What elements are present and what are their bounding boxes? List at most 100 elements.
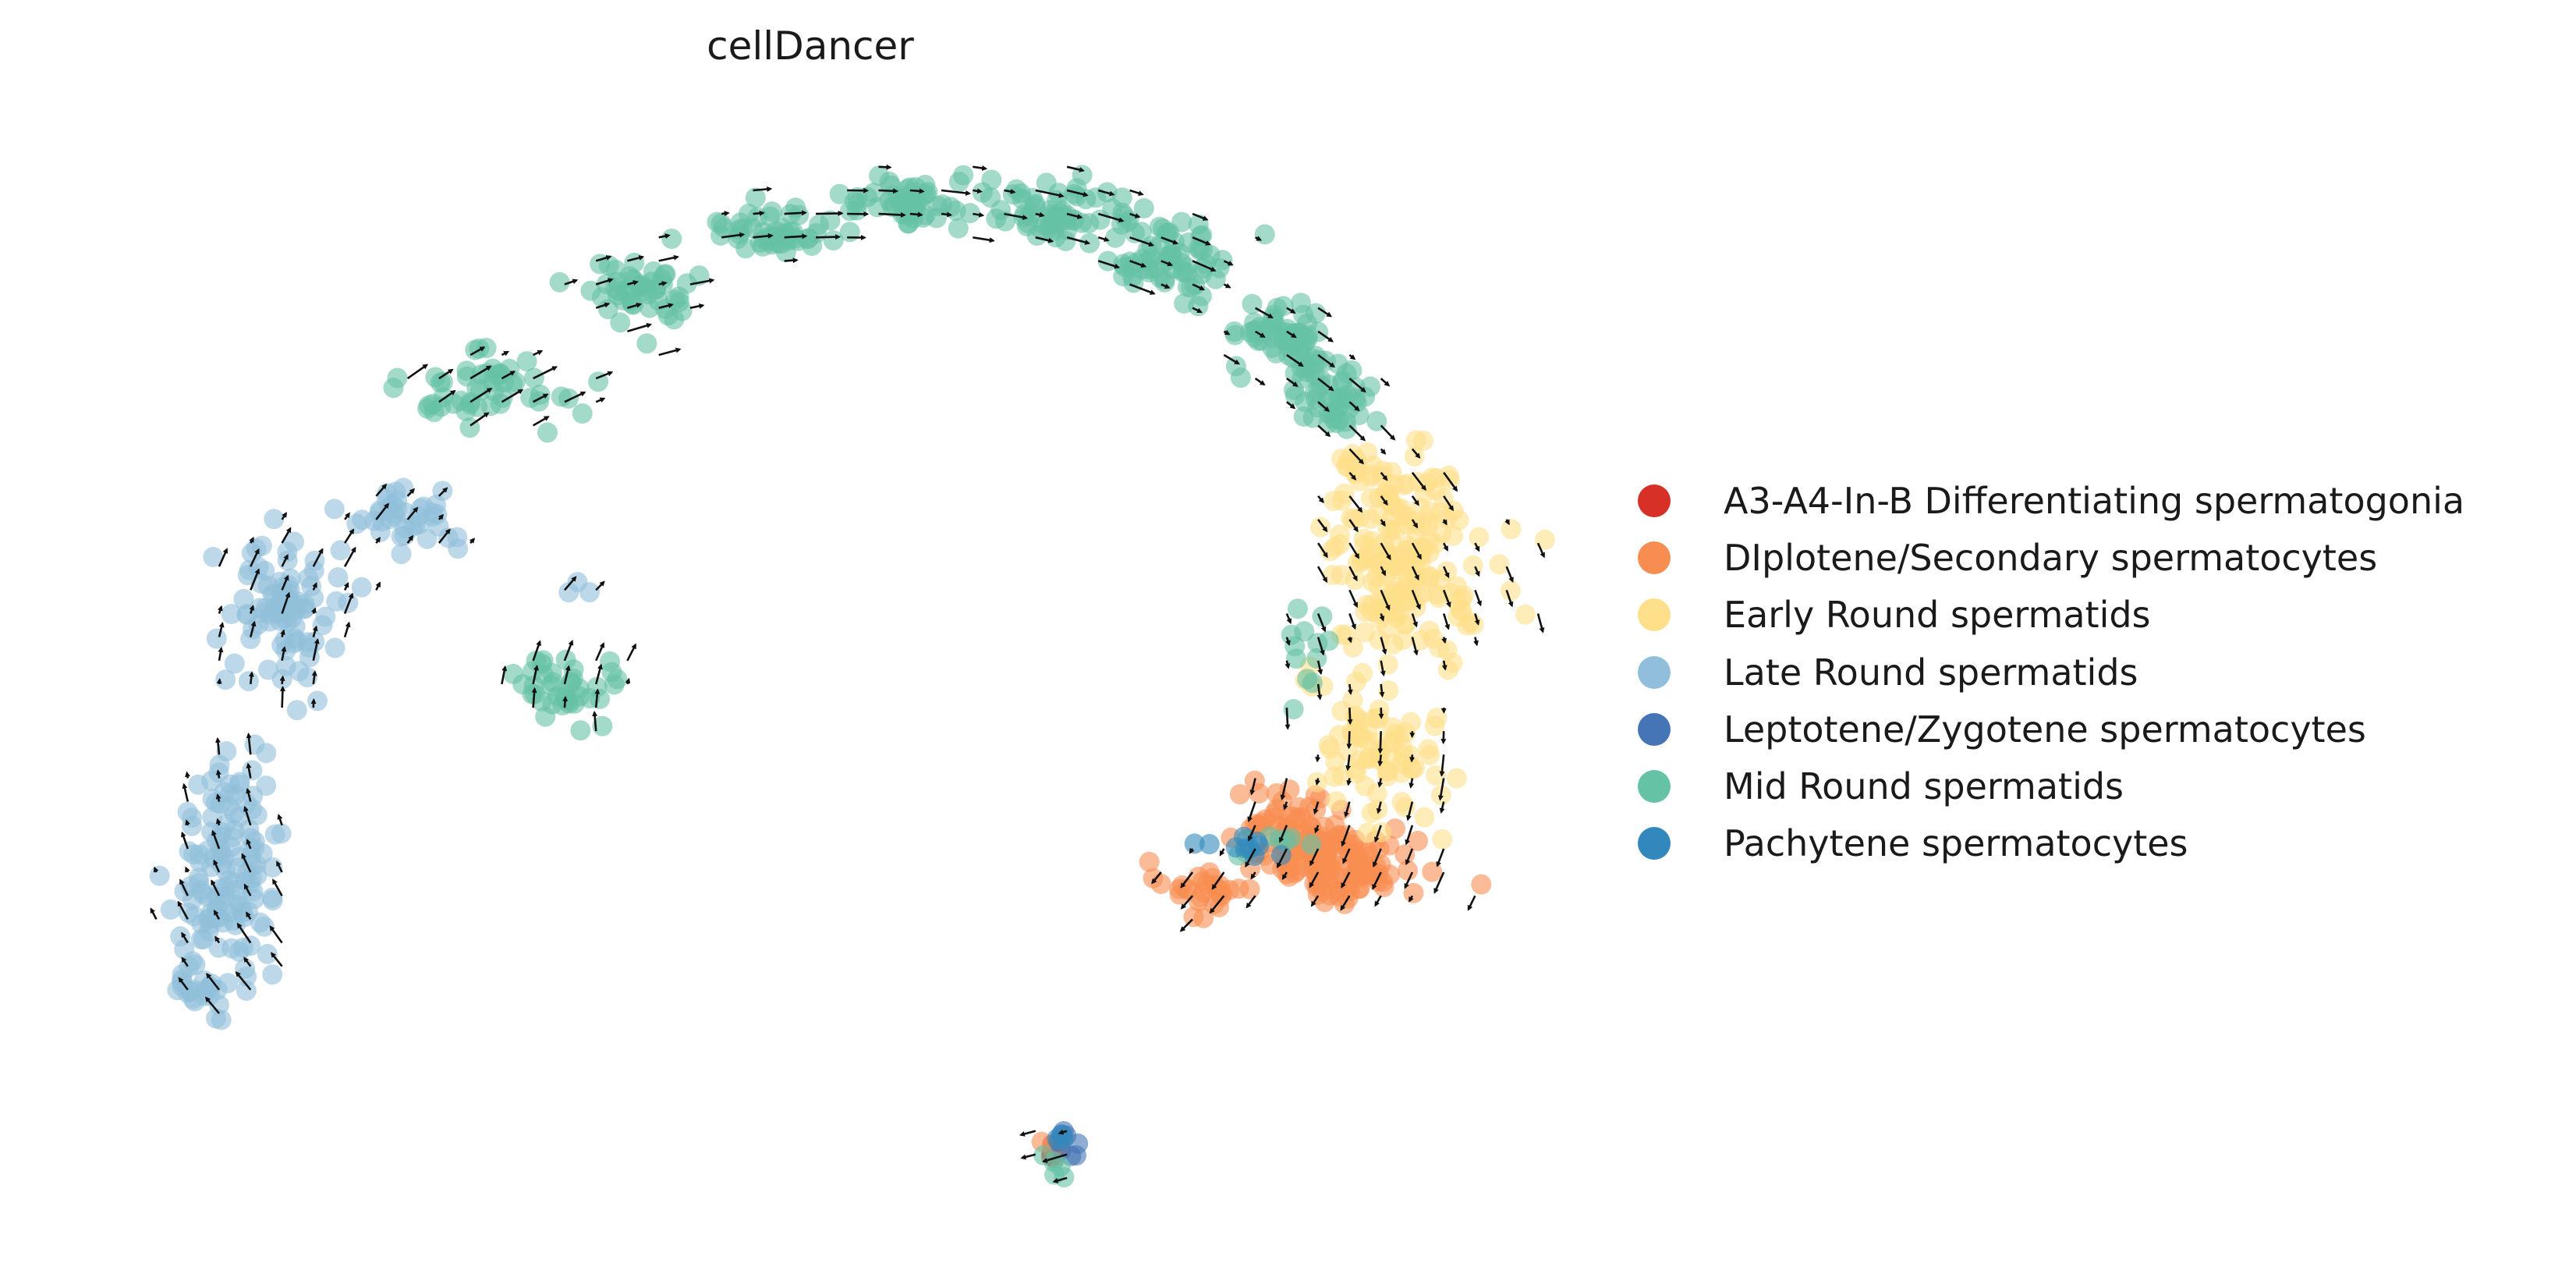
velocity-arrow [1223, 329, 1231, 335]
velocity-arrow [941, 189, 972, 196]
velocity-arrow [1192, 307, 1203, 314]
velocity-arrow [1404, 871, 1414, 889]
velocity-arrow [243, 956, 252, 967]
velocity-arrow [1376, 801, 1382, 814]
velocity-arrow [469, 365, 492, 380]
data-point [214, 887, 236, 908]
velocity-arrow [179, 878, 189, 896]
velocity-arrow [1066, 236, 1091, 245]
velocity-arrow [1247, 801, 1256, 823]
data-point [1283, 699, 1304, 720]
velocity-arrow [182, 782, 190, 802]
velocity-arrow [218, 548, 229, 567]
velocity-arrow [1317, 519, 1328, 533]
data-point [1343, 509, 1364, 530]
data-point [391, 544, 412, 565]
velocity-arrow [532, 640, 541, 662]
data-point [210, 845, 231, 866]
data-point [541, 662, 562, 683]
data-point [1349, 878, 1370, 899]
velocity-arrow [1379, 613, 1385, 622]
velocity-arrow [1441, 660, 1447, 671]
velocity-arrow [1276, 848, 1288, 869]
data-point [1384, 577, 1405, 598]
data-point [1075, 189, 1097, 210]
velocity-arrow [213, 909, 221, 920]
data-point [742, 218, 763, 239]
velocity-arrow [217, 605, 223, 614]
velocity-arrow [1405, 848, 1414, 866]
velocity-arrow [1285, 612, 1292, 625]
velocity-arrow [1348, 519, 1359, 533]
velocity-arrow [1380, 378, 1391, 387]
data-point [1284, 379, 1304, 400]
velocity-arrow [1020, 1153, 1036, 1160]
velocity-arrow [1192, 260, 1217, 272]
velocity-arrow [595, 642, 605, 662]
velocity-arrow [1347, 708, 1353, 726]
data-point [631, 274, 652, 295]
data-point [1254, 224, 1275, 245]
velocity-arrow [1129, 260, 1147, 268]
data-point [1345, 758, 1366, 779]
data-point [1469, 527, 1490, 548]
data-point [1288, 598, 1308, 619]
data-point [203, 547, 224, 567]
velocity-arrow [1211, 871, 1225, 890]
velocity-arrow [1348, 566, 1358, 582]
velocity-arrow [406, 364, 429, 380]
velocity-arrow [1315, 754, 1321, 763]
legend-marker [1638, 770, 1671, 804]
legend-label: Mid Round spermatids [1724, 765, 2124, 808]
velocity-arrow [1223, 353, 1241, 365]
data-point [588, 371, 609, 392]
data-point [221, 604, 242, 624]
velocity-arrow [595, 397, 606, 403]
data-point [1463, 614, 1484, 635]
velocity-arrow [973, 211, 985, 218]
velocity-arrow [281, 512, 287, 520]
velocity-arrow [272, 878, 283, 896]
velocity-arrow [1180, 871, 1194, 889]
velocity-arrow [1474, 542, 1480, 552]
velocity-arrow [1035, 211, 1045, 218]
velocity-arrow [1286, 307, 1296, 314]
data-point [1143, 868, 1164, 889]
velocity-arrow [658, 303, 674, 309]
data-point [1285, 648, 1306, 669]
velocity-arrow [501, 350, 510, 357]
velocity-arrow [595, 255, 612, 262]
data-point [661, 229, 682, 249]
data-point [264, 585, 285, 605]
velocity-arrow [1504, 519, 1510, 526]
velocity-arrow [375, 581, 381, 591]
velocity-arrow [280, 629, 285, 637]
data-point [1079, 232, 1100, 254]
data-point [1372, 467, 1392, 488]
velocity-arrow [269, 925, 283, 944]
velocity-arrow [1309, 848, 1320, 867]
data-point [232, 937, 253, 958]
data-point [648, 290, 669, 311]
data-point [250, 912, 271, 933]
velocity-arrow [406, 534, 414, 544]
data-point [1398, 860, 1418, 881]
data-point [383, 378, 404, 399]
velocity-arrow [281, 574, 289, 591]
data-point [240, 629, 261, 649]
velocity-arrow [1035, 189, 1065, 198]
data-point [219, 870, 240, 891]
legend-item: Pachytene spermatocytes [1638, 815, 2464, 872]
velocity-arrow [1286, 330, 1297, 339]
velocity-arrow [343, 581, 349, 591]
velocity-arrow [1379, 683, 1385, 698]
data-point [959, 203, 980, 224]
velocity-arrow [312, 638, 320, 662]
velocity-arrow [1283, 801, 1288, 811]
velocity-arrow [1439, 801, 1445, 814]
data-point [1489, 554, 1510, 575]
velocity-arrow [438, 368, 454, 380]
velocity-arrow [533, 366, 558, 380]
legend-marker [1638, 827, 1671, 861]
data-point [1270, 845, 1292, 865]
